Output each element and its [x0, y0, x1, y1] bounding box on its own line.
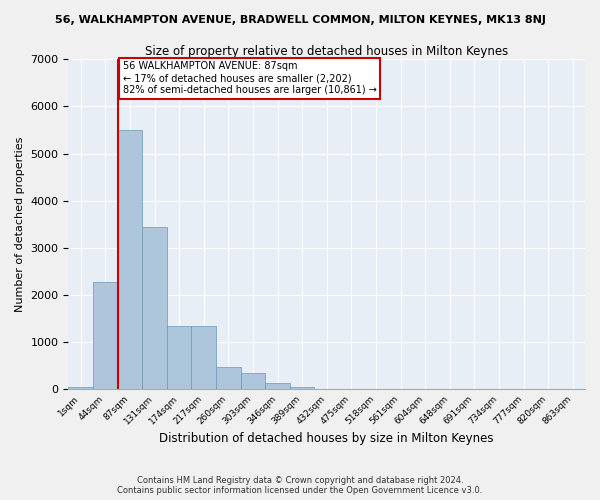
- Text: Contains HM Land Registry data © Crown copyright and database right 2024.
Contai: Contains HM Land Registry data © Crown c…: [118, 476, 482, 495]
- Text: 56 WALKHAMPTON AVENUE: 87sqm
← 17% of detached houses are smaller (2,202)
82% of: 56 WALKHAMPTON AVENUE: 87sqm ← 17% of de…: [122, 62, 376, 94]
- X-axis label: Distribution of detached houses by size in Milton Keynes: Distribution of detached houses by size …: [160, 432, 494, 445]
- Bar: [265, 384, 290, 390]
- Bar: [216, 368, 241, 390]
- Bar: [167, 326, 191, 390]
- Bar: [290, 387, 314, 390]
- Bar: [191, 326, 216, 390]
- Title: Size of property relative to detached houses in Milton Keynes: Size of property relative to detached ho…: [145, 45, 508, 58]
- Bar: [118, 130, 142, 390]
- Text: 56, WALKHAMPTON AVENUE, BRADWELL COMMON, MILTON KEYNES, MK13 8NJ: 56, WALKHAMPTON AVENUE, BRADWELL COMMON,…: [55, 15, 545, 25]
- Bar: [93, 282, 118, 390]
- Bar: [241, 374, 265, 390]
- Bar: [142, 226, 167, 390]
- Bar: [68, 387, 93, 390]
- Y-axis label: Number of detached properties: Number of detached properties: [15, 136, 25, 312]
